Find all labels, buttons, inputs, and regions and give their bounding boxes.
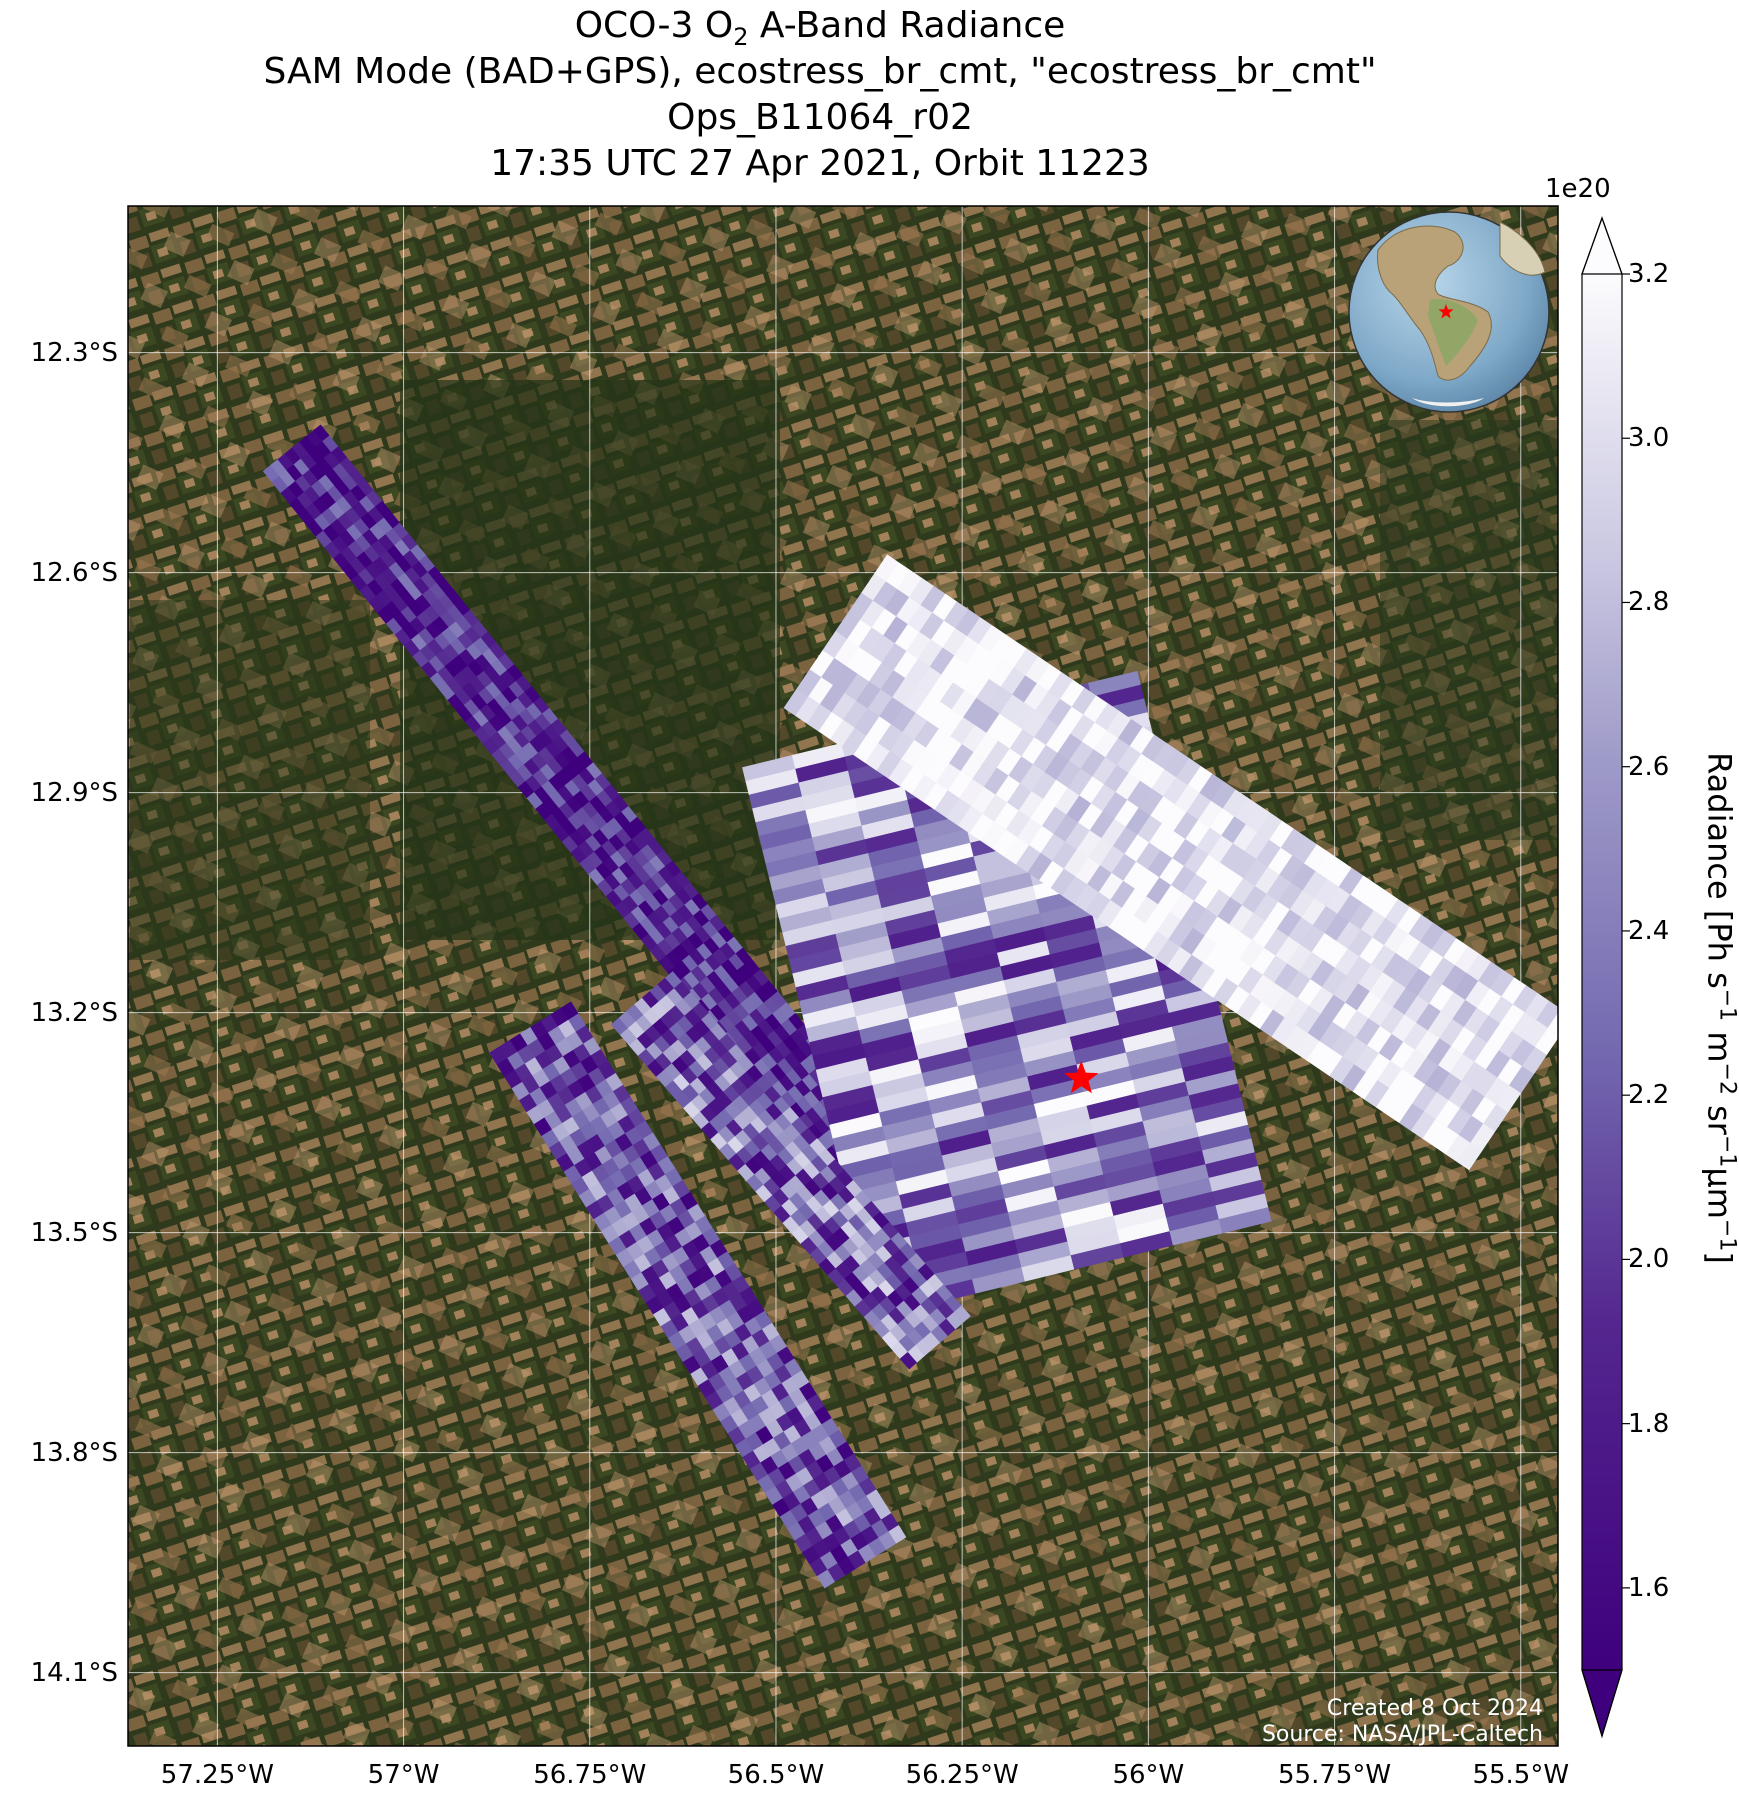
colorbar-tick-label: 2.2 xyxy=(1628,1080,1670,1111)
radiance-pixel xyxy=(1547,1012,1558,1036)
radiance-pixel xyxy=(816,1569,836,1589)
colorbar-tick-label: 2.6 xyxy=(1628,751,1670,782)
colorbar-tick-label: 3.2 xyxy=(1628,259,1670,289)
colorbar-tick-label: 1.6 xyxy=(1628,1572,1670,1603)
map-frame xyxy=(127,205,1559,1747)
colorbar xyxy=(1581,216,1630,1739)
lat-tick-label: 12.9°S xyxy=(30,777,118,808)
gridlines xyxy=(128,206,1558,1746)
radiance-swaths xyxy=(262,424,1558,1589)
globe-star-icon xyxy=(1438,304,1454,319)
lat-tick-label: 13.2°S xyxy=(30,997,118,1028)
radiance-pixel xyxy=(1457,1142,1483,1171)
lon-tick-label: 57.25°W xyxy=(160,1760,274,1790)
colorbar-tick-label: 2.4 xyxy=(1628,915,1670,946)
colorbar-exponent: 1e20 xyxy=(1545,174,1611,204)
colorbar-tick-label: 3.0 xyxy=(1628,423,1670,454)
colorbar-tick-label: 2.0 xyxy=(1628,1244,1670,1275)
target-star-icon xyxy=(1064,1060,1099,1094)
swath-4 xyxy=(489,1001,907,1589)
colorbar-label: Radiance [Ph s−1 m−2 sr−1μm−1] xyxy=(1700,752,1739,1264)
title-line-4: 17:35 UTC 27 Apr 2021, Orbit 11223 xyxy=(490,143,1150,184)
lon-tick-label: 57°W xyxy=(367,1760,440,1790)
created-credit: Created 8 Oct 2024 xyxy=(1326,1696,1543,1721)
colorbar-ticks xyxy=(1622,273,1630,1589)
lat-tick-label: 13.5°S xyxy=(30,1217,118,1248)
title-line-1: OCO-3 O2 A-Band Radiance xyxy=(574,5,1066,52)
colorbar-tick-label: 1.8 xyxy=(1628,1408,1670,1439)
lat-tick-label: 12.6°S xyxy=(30,557,118,588)
lat-tick-label: 12.3°S xyxy=(30,337,118,368)
lon-tick-label: 56.5°W xyxy=(727,1760,825,1790)
lon-tick-label: 56°W xyxy=(1112,1760,1185,1790)
source-credit: Source: NASA/JPL-Caltech xyxy=(1261,1722,1543,1747)
swath-3 xyxy=(783,554,1558,1171)
lon-tick-label: 56.25°W xyxy=(905,1760,1019,1790)
title-line-3: Ops_B11064_r02 xyxy=(667,97,973,138)
swath-5 xyxy=(610,971,971,1370)
globe-inset xyxy=(1348,211,1550,413)
lon-tick-label: 55.5°W xyxy=(1472,1760,1570,1790)
lat-tick-label: 13.8°S xyxy=(30,1437,118,1468)
lon-tick-label: 56.75°W xyxy=(533,1760,647,1790)
lat-tick-label: 14.1°S xyxy=(30,1657,118,1688)
lon-tick-label: 55.75°W xyxy=(1277,1760,1392,1790)
radiance-pixel xyxy=(899,1351,918,1370)
title-line-2: SAM Mode (BAD+GPS), ecostress_br_cmt, "e… xyxy=(263,51,1377,92)
colorbar-tick-label: 2.8 xyxy=(1628,587,1670,618)
